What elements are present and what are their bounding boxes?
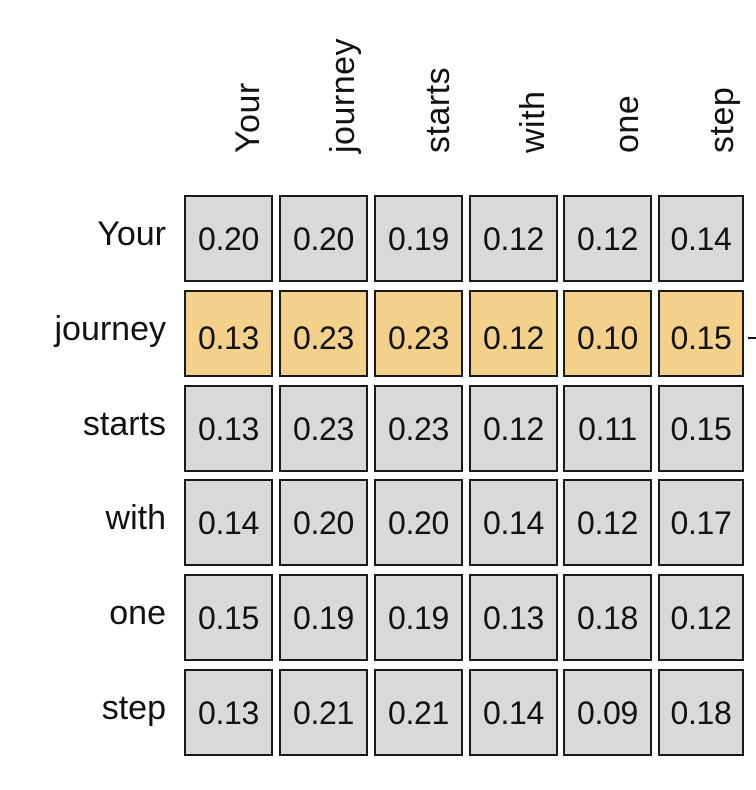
matrix-cell: 0.20 (184, 195, 273, 282)
cell-value: 0.12 (576, 220, 639, 257)
cell-value: 0.23 (292, 319, 355, 356)
cell-value: 0.20 (387, 504, 450, 541)
matrix-cell: 0.13 (469, 574, 558, 661)
column-header-with: with (469, 0, 563, 180)
matrix-cell: 0.12 (563, 195, 652, 282)
matrix-cell: 0.13 (184, 290, 273, 377)
cell-value: 0.19 (387, 220, 450, 257)
column-header-your: Your (184, 0, 278, 180)
cell-value: 0.12 (576, 504, 639, 541)
cell-value: 0.23 (387, 319, 450, 356)
cell-value: 0.20 (197, 220, 260, 257)
matrix-cell: 0.12 (469, 195, 558, 282)
matrix-cell: 0.12 (469, 385, 558, 472)
matrix-cell: 0.15 (184, 574, 273, 661)
cell-value: 0.13 (197, 319, 260, 356)
cell-value: 0.19 (387, 599, 450, 636)
matrix-cell: 0.20 (374, 479, 463, 566)
cell-value: 0.09 (576, 694, 639, 731)
cell-value: 0.21 (292, 694, 355, 731)
column-header-step: step (658, 0, 752, 180)
matrix-cell: 0.18 (658, 669, 744, 756)
cell-value: 0.14 (197, 504, 260, 541)
matrix-cell: 0.23 (279, 290, 368, 377)
cell-value: 0.23 (292, 410, 355, 447)
row-header-one: one (0, 570, 168, 664)
matrix-cell: 0.23 (374, 290, 463, 377)
matrix-cell: 0.15 (658, 290, 744, 377)
cell-value: 0.15 (670, 410, 732, 447)
cell-value: 0.18 (670, 694, 732, 731)
cell-value: 0.23 (387, 410, 450, 447)
matrix-cell: 0.13 (184, 385, 273, 472)
row-header-label: one (109, 594, 166, 632)
column-header-label: Your (229, 82, 267, 153)
matrix-cell: 0.19 (374, 574, 463, 661)
matrix-cell: 0.20 (279, 195, 368, 282)
matrix-cell: 0.23 (279, 385, 368, 472)
column-header-label: with (514, 90, 552, 153)
column-header-journey: journey (279, 0, 373, 180)
row-header-label: with (105, 499, 166, 537)
matrix-cell: 0.15 (658, 385, 744, 472)
matrix-cell: 0.20 (279, 479, 368, 566)
matrix-cell: 0.18 (563, 574, 652, 661)
matrix-cell: 0.11 (563, 385, 652, 472)
matrix-cell: 0.23 (374, 385, 463, 472)
cell-value: 0.15 (670, 319, 732, 356)
row-header-journey: journey (0, 286, 168, 380)
column-header-label: journey (324, 37, 362, 153)
cell-value: 0.12 (670, 599, 732, 636)
matrix-cell: 0.17 (658, 479, 744, 566)
cell-value: 0.18 (576, 599, 639, 636)
cell-value: 0.12 (482, 410, 545, 447)
matrix-cell: 0.19 (279, 574, 368, 661)
matrix-cell: 0.19 (374, 195, 463, 282)
cell-value: 0.21 (387, 694, 450, 731)
column-header-starts: starts (374, 0, 468, 180)
column-header-label: step (703, 86, 741, 153)
highlight-arrow-icon (748, 337, 756, 339)
matrix-cell: 0.12 (563, 479, 652, 566)
matrix-cell: 0.13 (184, 669, 273, 756)
matrix-cell: 0.21 (374, 669, 463, 756)
column-header-label: one (608, 94, 646, 153)
matrix-cell: 0.21 (279, 669, 368, 756)
matrix-cell: 0.14 (658, 195, 744, 282)
matrix-cell: 0.12 (469, 290, 558, 377)
cell-value: 0.19 (292, 599, 355, 636)
cell-value: 0.13 (197, 410, 260, 447)
cell-value: 0.12 (482, 319, 545, 356)
cell-value: 0.14 (482, 504, 545, 541)
column-header-one: one (563, 0, 657, 180)
row-header-starts: starts (0, 381, 168, 475)
matrix-cell: 0.10 (563, 290, 652, 377)
cell-value: 0.14 (670, 220, 732, 257)
cell-value: 0.12 (482, 220, 545, 257)
cell-value: 0.20 (292, 504, 355, 541)
cell-value: 0.17 (670, 504, 732, 541)
row-header-step: step (0, 665, 168, 759)
row-header-label: journey (54, 310, 166, 348)
matrix-cell: 0.12 (658, 574, 744, 661)
row-header-label: starts (82, 405, 166, 443)
cell-value: 0.13 (482, 599, 545, 636)
cell-value: 0.11 (578, 410, 637, 447)
row-header-label: step (101, 689, 166, 727)
row-header-your: Your (0, 191, 168, 285)
row-header-label: Your (97, 215, 166, 253)
cell-value: 0.10 (576, 319, 639, 356)
matrix-cell: 0.14 (184, 479, 273, 566)
matrix-cell: 0.14 (469, 669, 558, 756)
cell-value: 0.15 (197, 599, 260, 636)
cell-value: 0.14 (482, 694, 545, 731)
matrix-cell: 0.14 (469, 479, 558, 566)
cell-value: 0.20 (292, 220, 355, 257)
row-header-with: with (0, 475, 168, 569)
column-header-label: starts (419, 66, 457, 153)
matrix-cell: 0.09 (563, 669, 652, 756)
cell-value: 0.13 (197, 694, 260, 731)
